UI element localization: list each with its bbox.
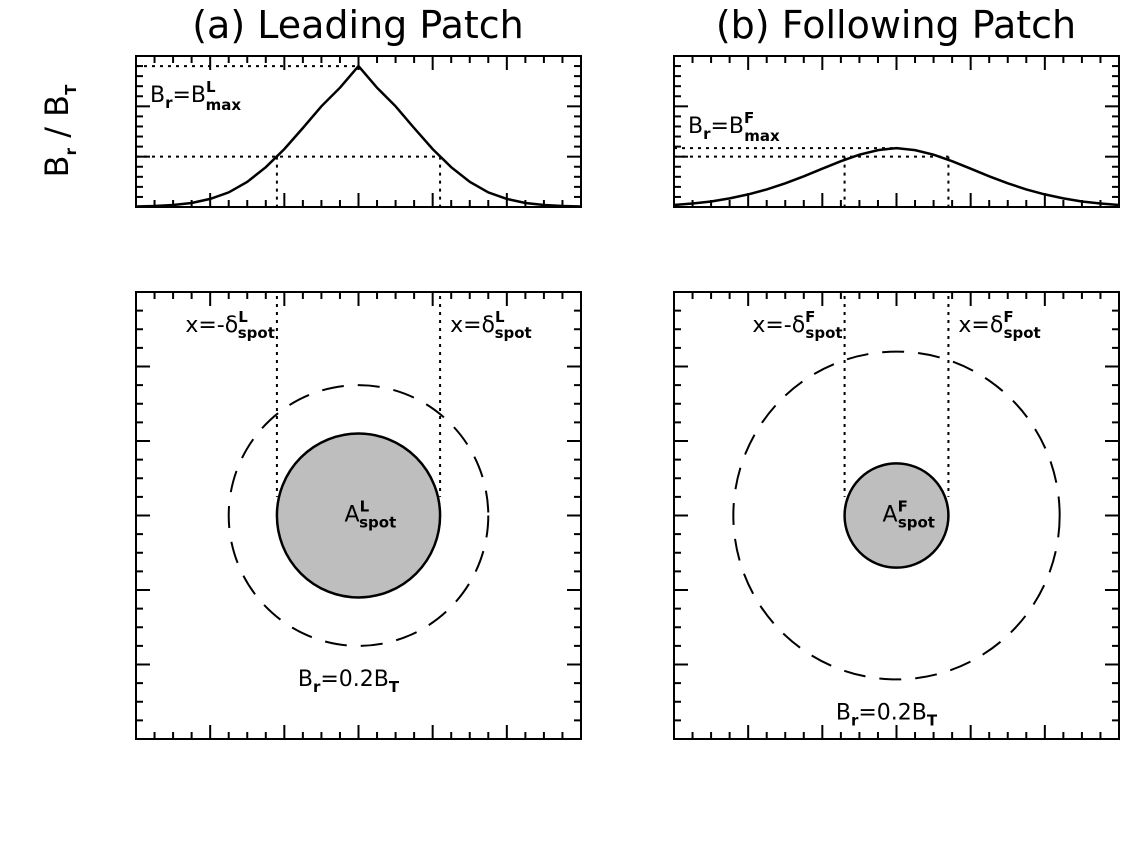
ylabel-den: B (38, 95, 76, 117)
panel-b-bottom-spot (843, 462, 950, 569)
label-b: B (688, 114, 703, 139)
label-rhs: =B (173, 83, 207, 108)
label-sup: F (744, 109, 754, 127)
panel-a-title: (a) Leading Patch (192, 3, 524, 47)
panel-b-bottom-left-line-label: x=-δF spot (752, 308, 842, 342)
label-b: B (150, 83, 165, 108)
right-delta-sub: spot (495, 324, 532, 342)
label-sub: r (165, 94, 173, 112)
spot-a: A (345, 503, 360, 528)
left-delta-sub: spot (805, 324, 842, 342)
label-sup: L (206, 78, 216, 96)
panel-b-top-bmax-label: Br=BF max (688, 109, 780, 145)
contour-b: B (836, 700, 851, 725)
left-delta-sub: spot (238, 324, 275, 342)
panel-b-top-profile-line (673, 146, 1120, 207)
label-sub: r (703, 125, 711, 143)
spot-sub: spot (359, 514, 396, 532)
label-rhs: =B (711, 114, 745, 139)
panel-b-bottom-spot-label: AF spot (883, 498, 935, 532)
spot-sub: spot (898, 514, 935, 532)
panel-b-title: (b) Following Patch (716, 3, 1076, 47)
right-delta-sup: F (1003, 308, 1013, 326)
ylabel-slash: / (38, 117, 76, 148)
right-delta: x=δ (958, 313, 1003, 338)
spot-a: A (883, 503, 898, 528)
left-delta-sup: F (805, 308, 815, 326)
spot-sup: L (360, 498, 370, 516)
panel-a-bottom-spot (275, 432, 442, 599)
contour-rhs-sub: T (389, 678, 400, 696)
contour-rhs: =0.2B (858, 700, 927, 725)
contour-rhs: =0.2B (320, 667, 389, 692)
panel-b-bottom-contour-label: Br=0.2BT (836, 700, 938, 729)
label-sub2: max (744, 127, 780, 145)
right-delta-sub: spot (1004, 324, 1041, 342)
panel-a-top-frame (135, 55, 582, 208)
contour-sub: r (851, 711, 859, 729)
panel-a-top-bmax-label: Br=BL max (150, 78, 241, 114)
panel-b-top-axes: Br=BF max (673, 55, 1120, 208)
contour-b: B (298, 667, 313, 692)
ylabel-num-sub: r (62, 147, 80, 155)
panel-b-bottom-contour (732, 350, 1061, 681)
label-sub2: max (206, 96, 242, 114)
panel-b-bottom-right-line-label: x=δF spot (958, 308, 1040, 342)
panel-a-bottom-left-line-label: x=-δL spot (185, 308, 275, 342)
contour-rhs-sub: T (927, 711, 938, 729)
right-delta-sup: L (495, 308, 505, 326)
right-delta: x=δ (450, 313, 495, 338)
panel-a-top-axes: Br=BL max (135, 55, 582, 208)
left-delta-sup: L (238, 308, 248, 326)
spot-sup: F (898, 498, 908, 516)
panel-a-top-ylabel: Br / BT (38, 84, 80, 177)
panel-a-bottom-spot-label: AL spot (345, 498, 397, 532)
panel-a-bottom-right-line-label: x=δL spot (450, 308, 532, 342)
ylabel-den-sub: T (62, 84, 80, 95)
panel-a-bottom-contour-label: Br=0.2BT (298, 667, 400, 696)
panel-a-top-profile-line (135, 64, 582, 208)
panel-a-bottom-contour (227, 384, 490, 647)
panel-a-top-ylabel-text: Br / BT (38, 84, 80, 177)
left-delta: x=-δ (185, 313, 238, 338)
left-delta: x=-δ (752, 313, 805, 338)
contour-sub: r (313, 678, 321, 696)
ylabel-num: B (38, 155, 76, 177)
